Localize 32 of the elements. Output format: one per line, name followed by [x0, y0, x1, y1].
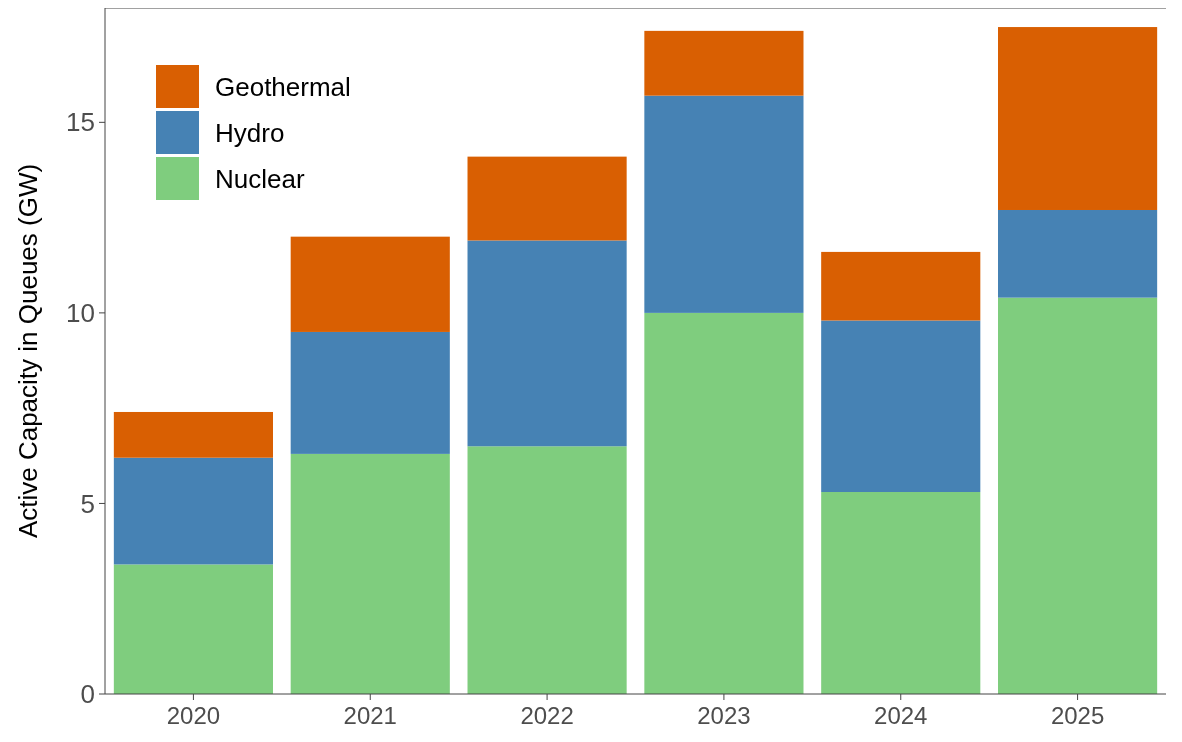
bar	[290, 331, 450, 454]
y-axis-title: Active Capacity in Queues (GW)	[13, 163, 44, 539]
x-tick-label: 2025	[1050, 702, 1105, 729]
bar	[821, 251, 981, 321]
bar	[113, 411, 273, 458]
y-tick-label: 0	[80, 679, 95, 710]
x-tick-label: 2020	[166, 702, 221, 729]
bar	[998, 209, 1158, 298]
y-tick-label: 5	[80, 488, 95, 519]
bar	[998, 297, 1158, 694]
bar	[998, 27, 1158, 210]
y-tick-label: 10	[66, 297, 95, 328]
bar	[821, 492, 981, 694]
bar	[644, 30, 804, 96]
y-tick-label: 15	[66, 107, 95, 138]
x-tick-label: 2023	[697, 702, 751, 729]
legend-label: Hydro	[215, 118, 285, 149]
bar	[644, 95, 804, 313]
bar	[290, 236, 450, 332]
x-tick-label: 2024	[874, 702, 928, 729]
bar	[290, 453, 450, 694]
bar	[467, 446, 627, 694]
bar	[113, 564, 273, 694]
x-tick-label: 2021	[343, 702, 397, 729]
legend-label: Geothermal	[215, 72, 351, 103]
x-tick-label: 2022	[520, 702, 574, 729]
bar	[113, 457, 273, 565]
legend-label: Nuclear	[215, 164, 305, 195]
bar	[821, 320, 981, 493]
bar	[644, 312, 804, 694]
bar	[467, 156, 627, 241]
bar	[467, 240, 627, 447]
